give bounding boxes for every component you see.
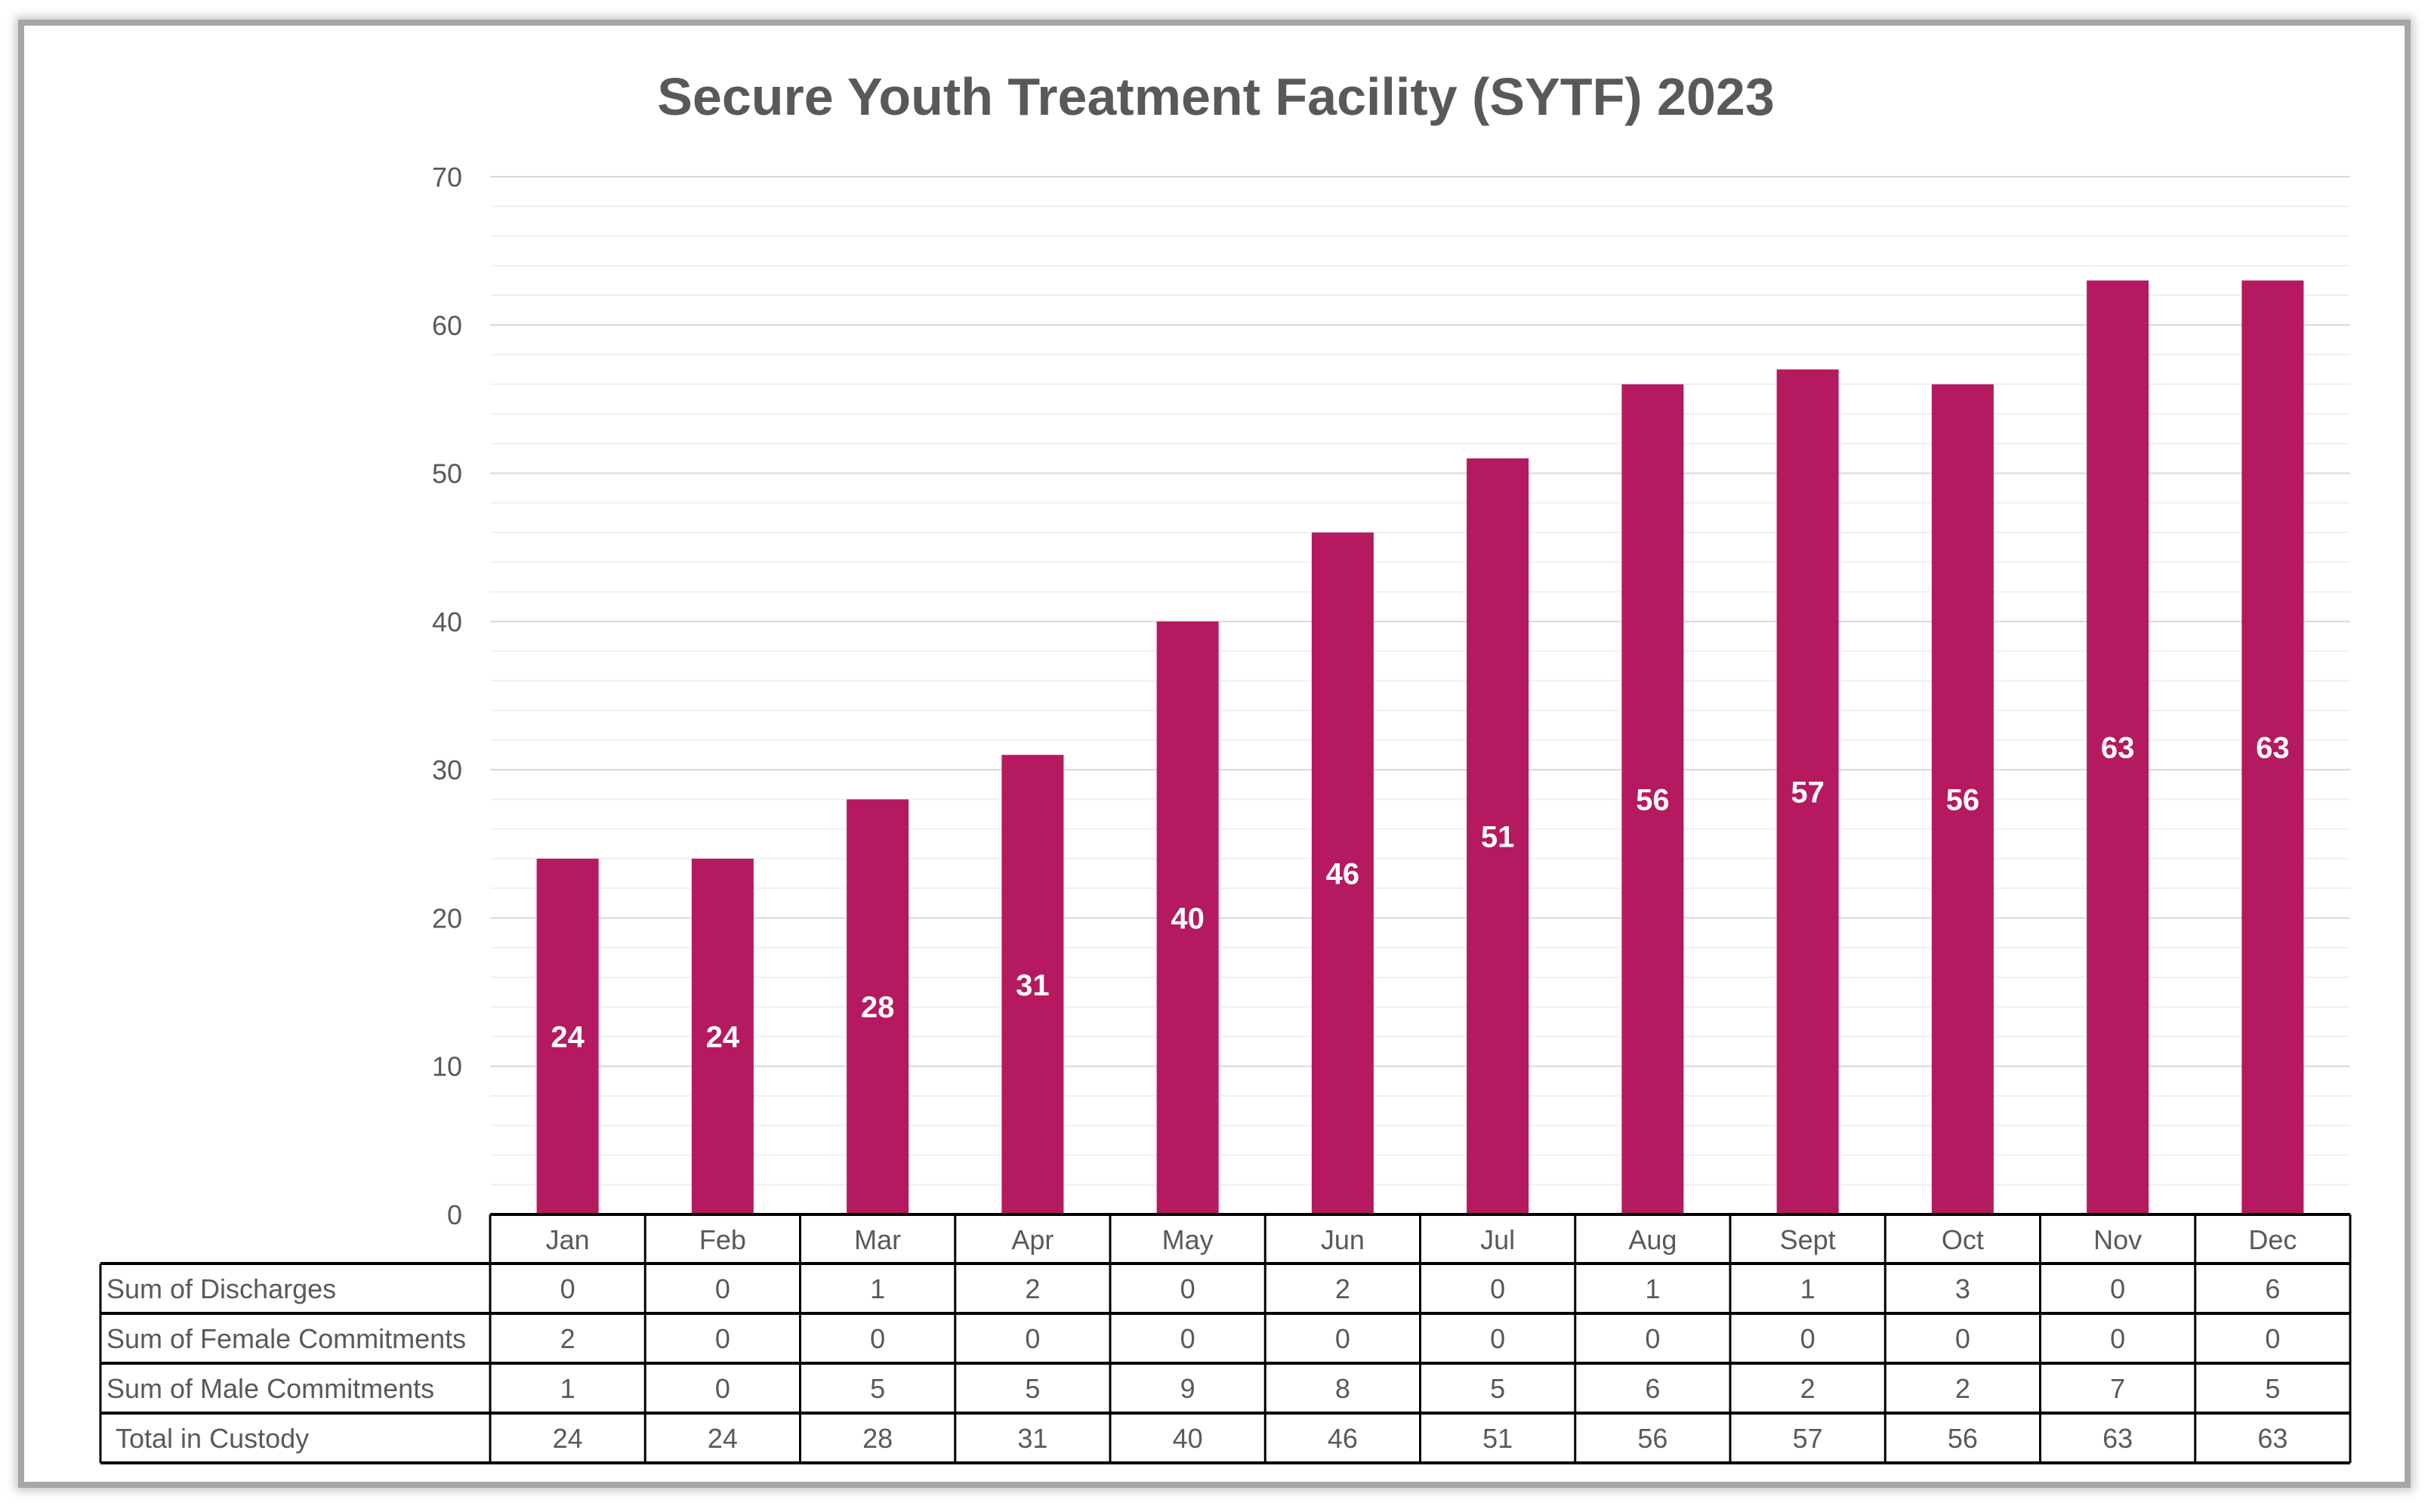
- x-tick-label: Apr: [1011, 1224, 1054, 1255]
- table-cell: 5: [1025, 1373, 1040, 1404]
- table-cell: 46: [1328, 1423, 1358, 1454]
- table-cell: 63: [2257, 1423, 2288, 1454]
- bar-jan: [536, 858, 599, 1214]
- x-tick-label: Dec: [2248, 1224, 2297, 1255]
- table-cell: 7: [2110, 1373, 2125, 1404]
- x-tick-label: Oct: [1942, 1224, 1984, 1255]
- data-label: 24: [706, 1020, 740, 1054]
- data-label: 51: [1481, 820, 1515, 853]
- table-cell: 56: [1637, 1423, 1667, 1454]
- table-cell: 0: [715, 1373, 730, 1404]
- bar-mar: [847, 799, 909, 1214]
- table-cell: 2: [1025, 1273, 1040, 1304]
- x-tick-label: May: [1162, 1224, 1214, 1255]
- table-cell: 0: [1490, 1323, 1505, 1354]
- table-cell: 0: [715, 1273, 730, 1304]
- x-tick-label: Sept: [1780, 1224, 1836, 1255]
- table-cell: 56: [1948, 1423, 1978, 1454]
- table-cell: 1: [1800, 1273, 1816, 1304]
- table-cell: 0: [1490, 1273, 1505, 1304]
- table-cell: 5: [1490, 1373, 1505, 1404]
- table-cell: 0: [870, 1323, 885, 1354]
- table-cell: 24: [553, 1423, 583, 1454]
- y-tick-label: 20: [432, 903, 462, 933]
- bar-dec: [2241, 280, 2304, 1214]
- table-cell: 0: [1645, 1323, 1660, 1354]
- table-cell: 51: [1482, 1423, 1513, 1454]
- bar-jun: [1311, 532, 1374, 1214]
- table-cell: 1: [870, 1273, 885, 1304]
- data-label: 31: [1016, 969, 1050, 1002]
- y-tick-label: 60: [432, 310, 462, 341]
- data-label: 57: [1791, 776, 1825, 810]
- table-cell: 5: [2265, 1373, 2280, 1404]
- table-cell: 63: [2102, 1423, 2133, 1454]
- table-cell: 0: [560, 1273, 575, 1304]
- table-row-label: Total in Custody: [116, 1423, 309, 1454]
- table-cell: 9: [1180, 1373, 1195, 1404]
- table-cell: 0: [1335, 1323, 1350, 1354]
- table-cell: 8: [1335, 1373, 1350, 1404]
- table-cell: 0: [1955, 1323, 1970, 1354]
- data-label: 24: [551, 1020, 585, 1054]
- table-cell: 0: [1180, 1323, 1195, 1354]
- bar-feb: [691, 858, 754, 1214]
- table-cell: 40: [1173, 1423, 1203, 1454]
- chart-title: Secure Youth Treatment Facility (SYTF) 2…: [657, 67, 1775, 126]
- y-tick-label: 10: [432, 1051, 462, 1082]
- data-label: 63: [2256, 732, 2290, 765]
- table-cell: 1: [1645, 1273, 1660, 1304]
- table-cell: 2: [1335, 1273, 1350, 1304]
- table-cell: 28: [862, 1423, 893, 1454]
- table-cell: 2: [1800, 1373, 1816, 1404]
- x-tick-label: Jul: [1480, 1224, 1515, 1255]
- data-label: 40: [1171, 902, 1205, 935]
- x-tick-label: Aug: [1628, 1224, 1677, 1255]
- x-tick-label: Jan: [546, 1224, 590, 1255]
- table-row-label: Sum of Female Commitments: [106, 1323, 466, 1354]
- table-cell: 1: [560, 1373, 575, 1404]
- table-cell: 5: [870, 1373, 885, 1404]
- table-cell: 0: [1025, 1323, 1040, 1354]
- y-tick-label: 40: [432, 606, 462, 637]
- table-cell: 6: [1645, 1373, 1660, 1404]
- table-cell: 6: [2265, 1273, 2280, 1304]
- bar-may: [1156, 621, 1219, 1214]
- y-tick-label: 50: [432, 458, 462, 489]
- x-tick-label: Feb: [699, 1224, 746, 1255]
- bar-oct: [1931, 384, 1994, 1214]
- data-label: 46: [1326, 858, 1360, 891]
- table-cell: 2: [1955, 1373, 1970, 1404]
- bar-sept: [1776, 369, 1839, 1215]
- table-cell: 2: [560, 1323, 575, 1354]
- table-row-label: Sum of Male Commitments: [106, 1373, 434, 1404]
- y-tick-label: 0: [447, 1199, 462, 1230]
- table-cell: 0: [2110, 1323, 2125, 1354]
- y-tick-label: 30: [432, 754, 462, 785]
- y-tick-label: 70: [432, 162, 462, 193]
- table-cell: 31: [1017, 1423, 1047, 1454]
- table-cell: 0: [1800, 1323, 1816, 1354]
- data-label: 56: [1946, 783, 1980, 816]
- table-row-label: Sum of Discharges: [106, 1273, 336, 1304]
- table-cell: 3: [1955, 1273, 1970, 1304]
- data-label: 63: [2101, 732, 2135, 765]
- x-tick-label: Mar: [854, 1224, 901, 1255]
- data-label: 56: [1636, 783, 1670, 816]
- x-tick-label: Jun: [1321, 1224, 1365, 1255]
- table-cell: 0: [1180, 1273, 1195, 1304]
- x-tick-label: Nov: [2093, 1224, 2142, 1255]
- table-cell: 24: [708, 1423, 738, 1454]
- data-label: 28: [861, 991, 895, 1024]
- table-cell: 57: [1793, 1423, 1823, 1454]
- table-cell: 0: [2110, 1273, 2125, 1304]
- table-cell: 0: [715, 1323, 730, 1354]
- bar-nov: [2087, 280, 2149, 1214]
- table-cell: 0: [2265, 1323, 2280, 1354]
- bar-jul: [1467, 458, 1529, 1214]
- bar-apr: [1001, 754, 1064, 1214]
- bar-aug: [1621, 384, 1684, 1214]
